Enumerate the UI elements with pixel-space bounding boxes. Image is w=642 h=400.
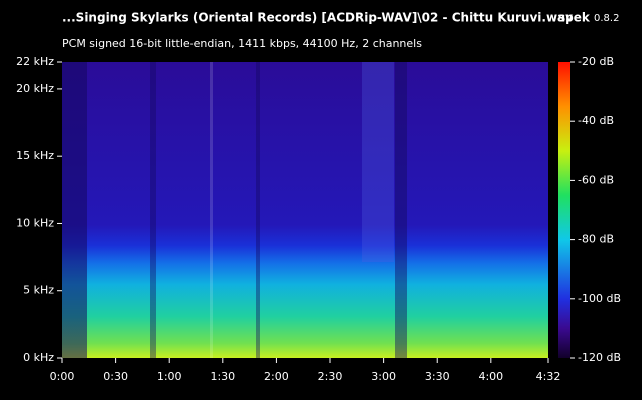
colorbar-tick-label: -40 dB (578, 114, 614, 127)
y-tick-label: 20 kHz (16, 82, 54, 95)
y-tick-label: 10 kHz (16, 216, 54, 229)
x-tick-label: 4:00 (478, 370, 503, 383)
file-info: PCM signed 16-bit little-endian, 1411 kb… (62, 37, 422, 50)
x-tick-label: 2:30 (318, 370, 343, 383)
app-version: 0.8.2 (594, 13, 619, 24)
y-tick-label: 5 kHz (23, 284, 54, 297)
app-name: spek (558, 11, 591, 25)
x-tick-label: 1:30 (210, 370, 235, 383)
colorbar-tick-label: -20 dB (578, 55, 614, 68)
x-tick-label: 2:00 (264, 370, 289, 383)
colorbar-tick-label: -80 dB (578, 233, 614, 246)
x-tick-label: 3:30 (425, 370, 450, 383)
x-tick-label: 1:00 (157, 370, 182, 383)
colorbar-tick-label: -120 dB (578, 351, 621, 364)
colorbar-tick-label: -60 dB (578, 173, 614, 186)
y-tick-label: 22 kHz (16, 55, 54, 68)
file-title: ...Singing Skylarks (Oriental Records) [… (62, 11, 573, 25)
y-tick-label: 0 kHz (23, 351, 54, 364)
y-tick-label: 15 kHz (16, 149, 54, 162)
x-tick-label: 0:30 (103, 370, 128, 383)
colorbar-tick-label: -100 dB (578, 292, 621, 305)
x-tick-label: 4:32 (536, 370, 561, 383)
colorbar (558, 62, 570, 358)
x-tick-label: 0:00 (50, 370, 75, 383)
x-tick-label: 3:00 (371, 370, 396, 383)
spectrogram (62, 62, 548, 358)
